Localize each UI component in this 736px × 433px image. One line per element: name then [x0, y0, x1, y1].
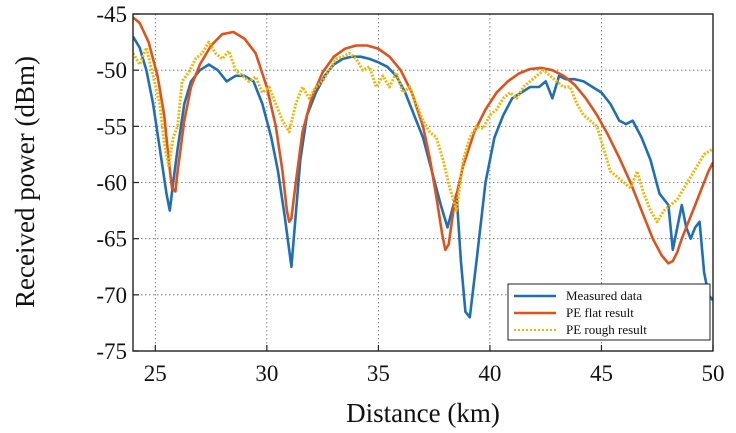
y-tick-label: -50	[96, 58, 127, 83]
legend: Measured data PE flat result PE rough re…	[507, 283, 711, 341]
y-tick-label: -55	[96, 114, 127, 139]
y-tick-label: -70	[96, 283, 127, 308]
series-layer	[133, 16, 713, 319]
x-tick-label: 35	[367, 361, 390, 386]
y-tick-label: -75	[96, 339, 127, 364]
y-tick-label: -45	[96, 2, 127, 27]
series-line-pe-rough-result	[133, 40, 713, 224]
y-axis-title: Received power (dBm)	[10, 56, 40, 308]
y-tick-label: -60	[96, 171, 127, 196]
y-tick-label: -65	[96, 227, 127, 252]
ticks: 25 30 35 40 45 50 -75 -70 -65 -60 -55 -50 -45	[96, 2, 724, 386]
legend-label-pe-flat-result: PE flat result	[566, 305, 634, 320]
x-tick-label: 40	[478, 361, 501, 386]
x-tick-label: 50	[702, 361, 725, 386]
x-tick-label: 30	[255, 361, 278, 386]
legend-label-measured-data: Measured data	[566, 288, 642, 303]
x-tick-label: 45	[590, 361, 613, 386]
x-tick-label: 25	[144, 361, 167, 386]
series-line-measured-data	[133, 35, 713, 319]
x-axis-title: Distance (km)	[346, 398, 500, 428]
legend-label-pe-rough-result: PE rough result	[566, 322, 647, 337]
